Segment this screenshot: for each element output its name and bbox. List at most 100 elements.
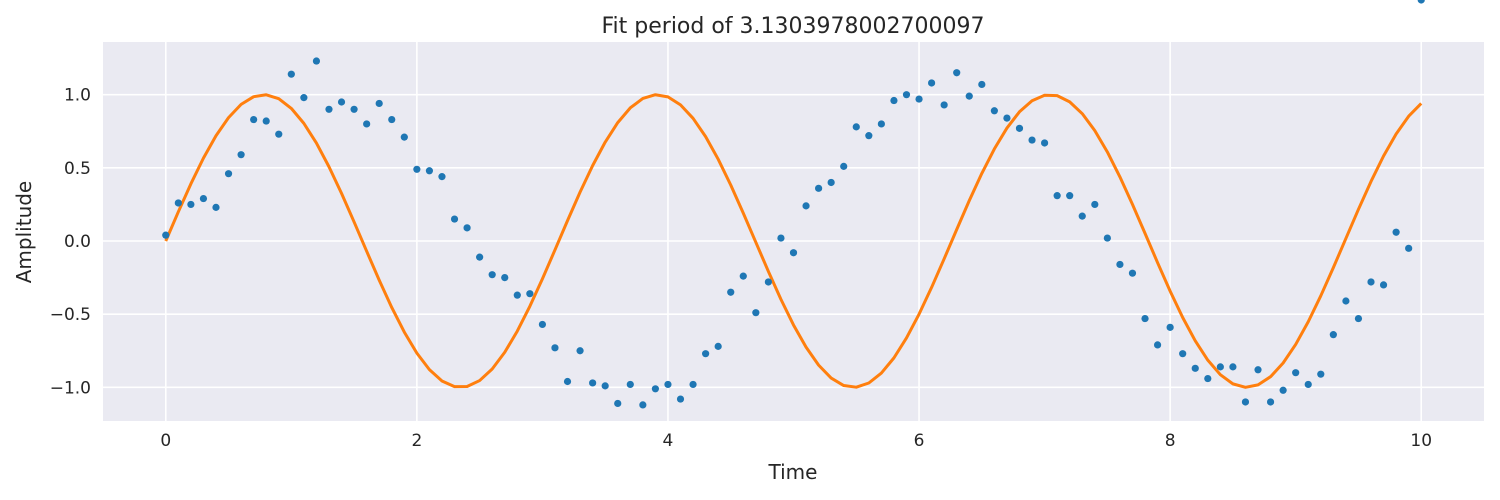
data-point [275, 131, 282, 138]
data-point [953, 69, 960, 76]
data-point [551, 344, 558, 351]
data-point [187, 201, 194, 208]
data-point [564, 378, 571, 385]
data-point [1267, 398, 1274, 405]
data-point [250, 116, 257, 123]
data-point [426, 167, 433, 174]
x-tick-label: 10 [1410, 431, 1432, 451]
data-point [401, 134, 408, 141]
data-point [1091, 201, 1098, 208]
data-point [991, 107, 998, 114]
x-axis-label: Time [768, 460, 818, 484]
data-point [1342, 297, 1349, 304]
data-point [539, 321, 546, 328]
data-point [727, 289, 734, 296]
data-point [614, 400, 621, 407]
data-point [589, 379, 596, 386]
data-point [928, 79, 935, 86]
data-point [765, 278, 772, 285]
data-point [903, 91, 910, 98]
x-tick-label: 6 [914, 431, 925, 451]
x-tick-label: 0 [160, 431, 171, 451]
data-point [627, 381, 634, 388]
data-point [200, 195, 207, 202]
data-point [413, 166, 420, 173]
data-point [300, 94, 307, 101]
data-point [1242, 398, 1249, 405]
data-point [263, 117, 270, 124]
data-point [802, 202, 809, 209]
data-point [1141, 315, 1148, 322]
data-point [1003, 114, 1010, 121]
data-point [853, 123, 860, 130]
data-point [162, 232, 169, 239]
data-point [1367, 278, 1374, 285]
data-point [1380, 281, 1387, 288]
data-point [1393, 229, 1400, 236]
data-point [212, 204, 219, 211]
data-point [438, 173, 445, 180]
data-point [1204, 375, 1211, 382]
x-tick-label: 2 [411, 431, 422, 451]
data-point [1418, 0, 1425, 4]
data-point [689, 381, 696, 388]
data-point [238, 151, 245, 158]
data-point [890, 97, 897, 104]
data-point [576, 347, 583, 354]
y-tick-label: 0.5 [64, 159, 91, 179]
data-point [451, 215, 458, 222]
data-point [1028, 136, 1035, 143]
x-tick-label: 4 [663, 431, 674, 451]
data-point [350, 106, 357, 113]
data-point [840, 163, 847, 170]
data-point [175, 199, 182, 206]
data-point [777, 234, 784, 241]
data-point [476, 254, 483, 261]
data-point [1041, 139, 1048, 146]
data-point [1229, 363, 1236, 370]
data-point [915, 95, 922, 102]
data-point [1016, 125, 1023, 132]
data-point [501, 274, 508, 281]
data-point [338, 98, 345, 105]
data-point [941, 101, 948, 108]
y-tick-label: −1.0 [50, 378, 91, 398]
data-point [1355, 315, 1362, 322]
data-point [489, 271, 496, 278]
y-tick-label: 0.0 [64, 232, 91, 252]
data-point [526, 290, 533, 297]
data-point [376, 100, 383, 107]
data-point [1254, 366, 1261, 373]
data-point [828, 179, 835, 186]
data-point [815, 185, 822, 192]
data-point [602, 382, 609, 389]
y-tick-label: −0.5 [50, 305, 91, 325]
y-axis-label: Amplitude [12, 181, 36, 284]
data-point [1154, 341, 1161, 348]
y-tick-label: 1.0 [64, 86, 91, 106]
data-point [514, 292, 521, 299]
data-point [878, 120, 885, 127]
data-point [288, 71, 295, 78]
data-point [677, 395, 684, 402]
data-point [313, 57, 320, 64]
data-point [715, 343, 722, 350]
data-point [1116, 261, 1123, 268]
data-point [363, 120, 370, 127]
data-point [1405, 245, 1412, 252]
data-point [1292, 369, 1299, 376]
data-point [639, 401, 646, 408]
data-point [1104, 234, 1111, 241]
data-point [1305, 381, 1312, 388]
data-point [966, 93, 973, 100]
chart-title: Fit period of 3.1303978002700097 [601, 14, 984, 39]
data-point [1317, 371, 1324, 378]
data-point [702, 350, 709, 357]
data-point [1066, 192, 1073, 199]
data-point [752, 309, 759, 316]
data-point [388, 116, 395, 123]
data-point [865, 132, 872, 139]
data-point [225, 170, 232, 177]
data-point [978, 81, 985, 88]
